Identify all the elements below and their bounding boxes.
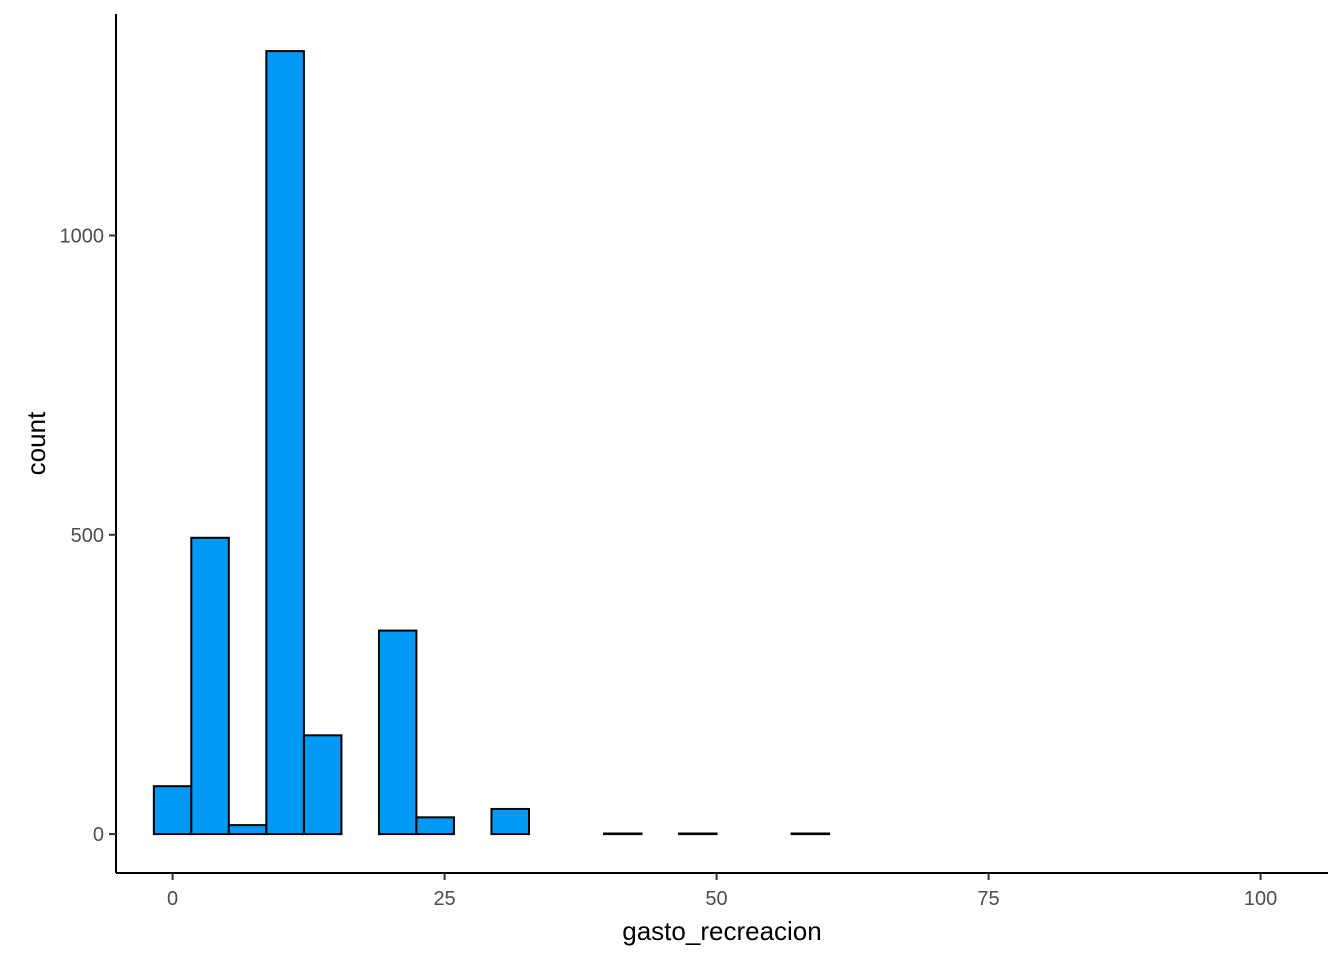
histogram-bars bbox=[152, 50, 831, 836]
x-tick-label: 0 bbox=[167, 888, 178, 910]
histogram-bar bbox=[415, 816, 455, 836]
histogram-bar bbox=[152, 785, 193, 836]
histogram-bar bbox=[227, 824, 268, 836]
x-tick-label: 50 bbox=[705, 888, 727, 910]
histogram-bar bbox=[603, 832, 643, 836]
y-axis-ticks: 0 500 1000 bbox=[60, 225, 116, 846]
x-tick-label: 25 bbox=[433, 888, 455, 910]
x-axis-title: gasto_recreacion bbox=[622, 916, 821, 946]
histogram-bar bbox=[190, 536, 230, 836]
y-tick-label: 500 bbox=[71, 525, 104, 547]
histogram-bar bbox=[790, 832, 831, 836]
y-tick-label: 1000 bbox=[60, 225, 105, 247]
histogram-bar bbox=[377, 629, 418, 836]
histogram-bar bbox=[678, 832, 718, 836]
histogram-bar bbox=[302, 734, 343, 836]
x-tick-label: 75 bbox=[977, 888, 999, 910]
x-tick-label: 100 bbox=[1244, 888, 1277, 910]
x-axis-ticks: 0 25 50 75 100 bbox=[167, 873, 1277, 910]
histogram-bar bbox=[490, 807, 530, 836]
y-axis-title: count bbox=[21, 411, 51, 475]
histogram-bar bbox=[265, 50, 305, 836]
y-tick-label: 0 bbox=[93, 824, 104, 846]
